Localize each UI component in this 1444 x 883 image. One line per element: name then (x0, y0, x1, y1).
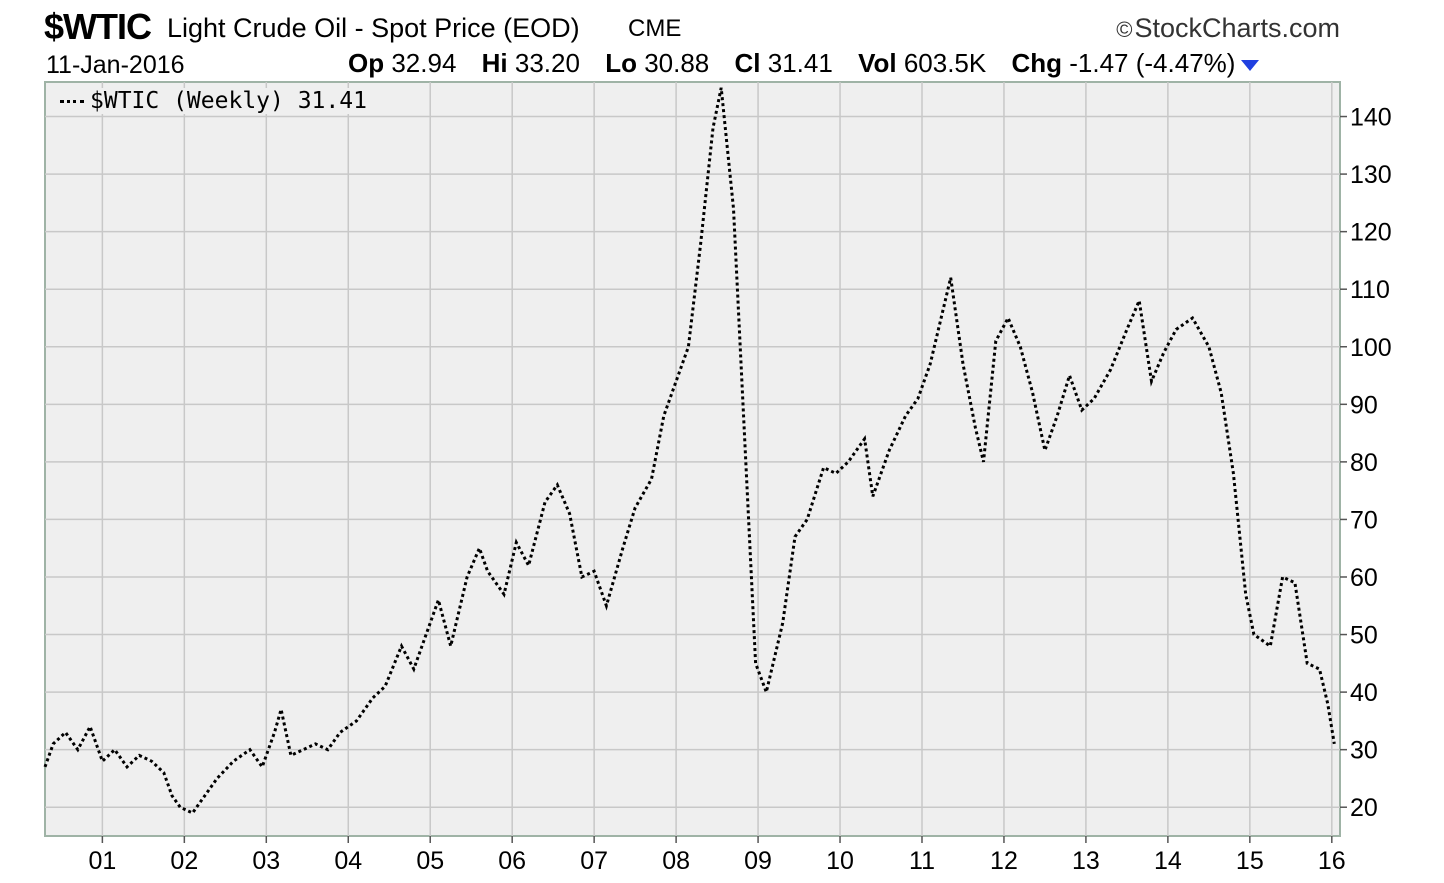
x-tick-label: 12 (990, 847, 1018, 875)
x-tick-label: 07 (580, 847, 608, 875)
y-axis: 20 30 40 50 60 70 80 90 100 110 120 130 140 (1340, 104, 1392, 822)
copyright-icon: © (1116, 17, 1133, 42)
close-value: 31.41 (767, 48, 833, 78)
x-tick-label: 11 (909, 847, 935, 875)
y-tick-label: 20 (1350, 794, 1378, 822)
change-label: Chg (1011, 48, 1063, 78)
y-tick-label: 140 (1350, 104, 1392, 132)
x-tick-label: 10 (826, 847, 854, 875)
change-value: -1.47 (-4.47%) (1069, 48, 1236, 78)
open-label: Op (348, 48, 385, 78)
x-tick-label: 06 (498, 847, 526, 875)
legend: $WTIC (Weekly) 31.41 (56, 88, 371, 114)
y-tick-label: 70 (1350, 506, 1378, 534)
open-value: 32.94 (391, 48, 457, 78)
instrument-name: Light Crude Oil - Spot Price (EOD) (167, 13, 580, 43)
series-line (43, 87, 1336, 815)
x-tick-label: 16 (1318, 847, 1346, 875)
y-tick-label: 130 (1350, 161, 1392, 189)
y-tick-label: 120 (1350, 219, 1392, 247)
brand-name: StockCharts.com (1134, 13, 1340, 43)
price-stats: Op 32.94 Hi 33.20 Lo 30.88 Cl 31.41 Vol … (348, 48, 1260, 79)
low-value: 30.88 (644, 48, 710, 78)
x-tick-label: 05 (416, 847, 444, 875)
x-tick-label: 13 (1072, 847, 1100, 875)
y-tick-label: 50 (1350, 622, 1378, 650)
x-tick-label: 14 (1154, 847, 1182, 875)
x-tick-label: 04 (334, 847, 362, 875)
exchange: CME (628, 15, 682, 42)
x-tick-label: 01 (88, 847, 116, 875)
legend-swatch (60, 100, 84, 103)
x-axis: 01 02 03 04 05 06 07 08 09 10 11 12 13 14 15 16 (88, 836, 1346, 875)
high-value: 33.20 (514, 48, 580, 78)
x-tick-label: 08 (662, 847, 690, 875)
y-tick-label: 80 (1350, 449, 1378, 477)
legend-label: $WTIC (Weekly) 31.41 (90, 88, 367, 114)
x-tick-label: 02 (170, 847, 198, 875)
close-label: Cl (734, 48, 761, 78)
brand[interactable]: ©StockCharts.com (1116, 13, 1340, 44)
y-tick-label: 60 (1350, 564, 1378, 592)
plot-area (44, 81, 1341, 837)
y-tick-label: 110 (1350, 276, 1390, 304)
y-tick-label: 90 (1350, 391, 1378, 419)
y-tick-label: 100 (1350, 334, 1392, 362)
x-tick-label: 15 (1236, 847, 1264, 875)
high-label: Hi (481, 48, 508, 78)
chart-header: $WTIC Light Crude Oil - Spot Price (EOD)… (0, 0, 1444, 82)
x-tick-label: 03 (252, 847, 280, 875)
symbol: $WTIC (44, 6, 152, 47)
down-arrow-icon (1241, 59, 1260, 71)
x-tick-label: 09 (744, 847, 772, 875)
y-tick-label: 30 (1350, 737, 1378, 765)
quote-date: 11-Jan-2016 (46, 51, 185, 79)
low-label: Lo (605, 48, 637, 78)
grid (45, 82, 1340, 836)
volume-value: 603.5K (903, 48, 987, 78)
y-tick-label: 40 (1350, 679, 1378, 707)
volume-label: Vol (858, 48, 897, 78)
